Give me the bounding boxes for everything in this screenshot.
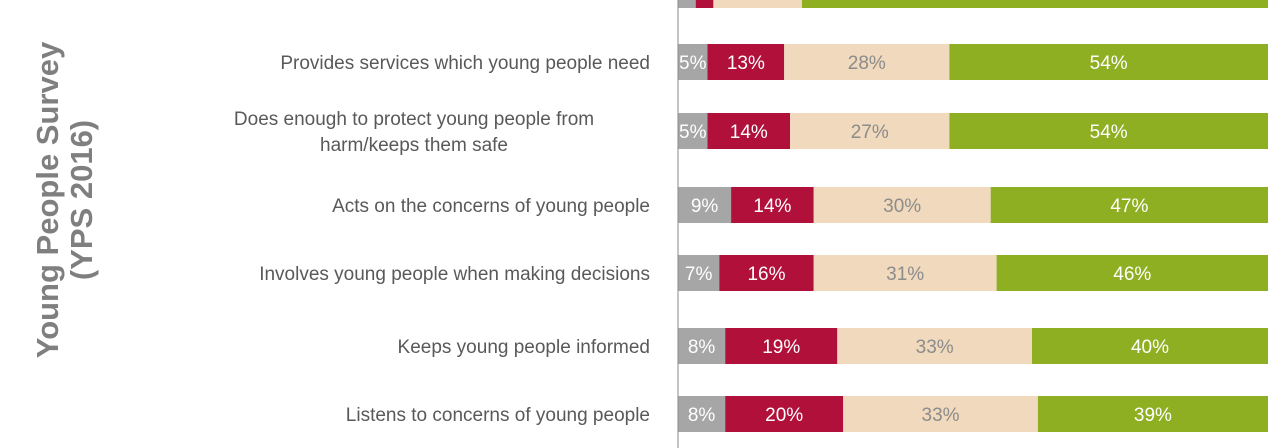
- category-label-5: Listens to concerns of young people: [346, 405, 650, 426]
- row-bar-2-seg-2: [813, 187, 991, 223]
- partial-bar-top-seg-3: [801, 0, 1268, 8]
- row-bar-5-seg-1: [725, 396, 844, 432]
- category-labels: Provides services which young people nee…: [234, 53, 650, 426]
- row-bar-2-seg-0: [678, 187, 732, 223]
- side-title: Young People Survey (YPS 2016): [30, 41, 99, 358]
- category-label-0: Provides services which young people nee…: [280, 53, 650, 74]
- data-label-5-seg-0: 8%: [688, 405, 716, 426]
- row-bar-1-seg-2: [790, 113, 950, 149]
- data-label-2-seg-1: 14%: [753, 196, 791, 217]
- row-bar-4-seg-1: [725, 328, 838, 364]
- data-label-3-seg-1: 16%: [747, 264, 785, 285]
- row-bar-0-seg-2: [784, 44, 950, 80]
- data-label-0-seg-0: 5%: [679, 53, 707, 74]
- partial-bar-top-seg-1: [695, 0, 714, 8]
- side-title-line1: Young People Survey: [30, 41, 65, 358]
- data-label-0-seg-1: 13%: [727, 53, 765, 74]
- data-label-4-seg-2: 33%: [916, 337, 954, 358]
- data-label-0-seg-3: 54%: [1090, 53, 1128, 74]
- data-label-1-seg-3: 54%: [1090, 122, 1128, 143]
- row-bar-4-seg-3: [1032, 328, 1268, 364]
- category-label-1-line-1: harm/keeps them safe: [320, 135, 508, 156]
- data-label-2-seg-0: 9%: [691, 196, 719, 217]
- row-bar-3-seg-1: [719, 255, 814, 291]
- row-bar-0-seg-0: [678, 44, 708, 80]
- partial-bar-top-seg-2: [713, 0, 802, 8]
- row-bar-5-seg-3: [1037, 396, 1268, 432]
- data-label-1-seg-0: 5%: [679, 122, 707, 143]
- row-bar-3-seg-2: [813, 255, 997, 291]
- row-bar-4-seg-0: [678, 328, 726, 364]
- row-bar-4-seg-2: [837, 328, 1032, 364]
- data-label-3-seg-3: 46%: [1113, 264, 1151, 285]
- data-label-5-seg-2: 33%: [922, 405, 960, 426]
- data-label-3-seg-0: 7%: [685, 264, 713, 285]
- row-bar-0-seg-3: [949, 44, 1268, 80]
- data-label-4-seg-1: 19%: [762, 337, 800, 358]
- row-bar-2-seg-1: [731, 187, 814, 223]
- row-bar-2-seg-3: [990, 187, 1268, 223]
- row-bar-5-seg-2: [843, 396, 1038, 432]
- data-label-1-seg-2: 27%: [851, 122, 889, 143]
- row-bar-1-seg-3: [949, 113, 1268, 149]
- data-label-0-seg-2: 28%: [848, 53, 886, 74]
- row-bar-3-seg-0: [678, 255, 720, 291]
- category-label-1-line-0: Does enough to protect young people from: [234, 109, 594, 130]
- data-label-2-seg-2: 30%: [883, 196, 921, 217]
- partial-bar-top-seg-0: [678, 0, 696, 8]
- data-label-4-seg-0: 8%: [688, 337, 716, 358]
- data-label-2-seg-3: 47%: [1110, 196, 1148, 217]
- side-title-line2: (YPS 2016): [64, 120, 99, 280]
- bars: 5% 13% 28% 54% 5% 14% 27% 54% 9% 14% 30% 47% 7% 16% 31…: [678, 0, 1268, 432]
- row-bar-3-seg-3: [996, 255, 1268, 291]
- category-label-4: Keeps young people informed: [398, 337, 650, 358]
- data-label-5-seg-3: 39%: [1134, 405, 1172, 426]
- row-bar-1-seg-0: [678, 113, 708, 149]
- data-label-3-seg-2: 31%: [886, 264, 924, 285]
- data-label-1-seg-1: 14%: [730, 122, 768, 143]
- row-bar-5-seg-0: [678, 396, 726, 432]
- data-label-4-seg-3: 40%: [1131, 337, 1169, 358]
- category-label-2: Acts on the concerns of young people: [332, 196, 650, 217]
- row-bar-0-seg-1: [707, 44, 785, 80]
- row-bar-1-seg-1: [707, 113, 791, 149]
- category-label-3: Involves young people when making decisi…: [259, 264, 650, 285]
- data-label-5-seg-1: 20%: [765, 405, 803, 426]
